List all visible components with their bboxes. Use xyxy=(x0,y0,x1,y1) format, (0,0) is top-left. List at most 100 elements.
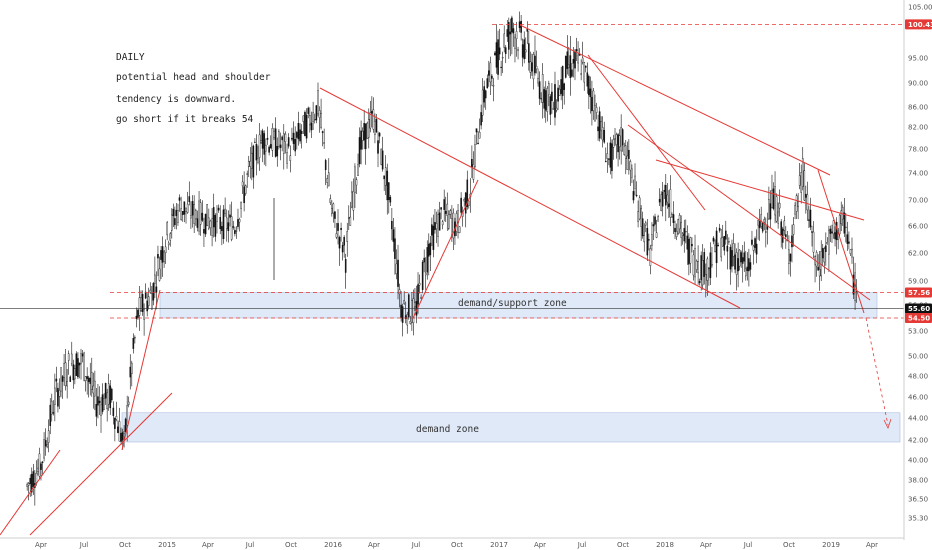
candle xyxy=(758,208,761,241)
candle xyxy=(278,129,280,150)
time-axis[interactable]: Apr Jul Oct 2015 Apr Jul Oct 2016 Apr Jul Oct 2017 A… xyxy=(0,537,904,549)
candle xyxy=(815,250,818,277)
candle xyxy=(86,367,88,395)
candle xyxy=(401,303,404,337)
candle xyxy=(34,469,36,506)
candle xyxy=(738,249,741,271)
candle xyxy=(358,127,361,168)
candle xyxy=(500,60,502,76)
candle xyxy=(548,80,550,107)
candle xyxy=(127,396,130,408)
candle xyxy=(110,387,113,403)
candle xyxy=(471,145,473,179)
candle xyxy=(597,114,599,141)
candle xyxy=(209,219,212,236)
candle xyxy=(69,375,72,382)
candle xyxy=(257,145,259,165)
candle xyxy=(83,351,85,382)
candle xyxy=(735,248,738,291)
candle xyxy=(240,201,242,218)
time-tick-label: Apr xyxy=(534,541,546,549)
candle xyxy=(794,202,796,220)
candle xyxy=(760,206,762,229)
candle xyxy=(406,311,409,334)
candle xyxy=(341,241,344,261)
candle xyxy=(720,228,722,262)
candle xyxy=(43,432,45,462)
candle xyxy=(38,447,41,480)
candle xyxy=(826,237,829,245)
candle xyxy=(589,76,592,114)
candle xyxy=(678,212,681,234)
candle xyxy=(403,291,405,305)
candle xyxy=(641,211,644,239)
demand-zone-label: demand zone xyxy=(416,424,479,435)
candle xyxy=(52,400,55,416)
candle xyxy=(549,94,552,126)
candle xyxy=(557,80,559,111)
candle xyxy=(129,354,132,390)
time-tick-label: Jul xyxy=(411,541,421,549)
candle xyxy=(772,182,775,211)
candle xyxy=(191,195,194,228)
candle xyxy=(703,248,706,285)
candle xyxy=(835,217,838,255)
candle xyxy=(477,130,479,145)
trendline xyxy=(319,87,741,309)
price-tag: 57.56 xyxy=(905,287,932,298)
candle xyxy=(506,19,509,42)
time-tick-label: Apr xyxy=(700,541,712,549)
candle xyxy=(271,123,274,158)
candle xyxy=(117,420,119,434)
candle xyxy=(495,24,498,74)
candle xyxy=(412,289,415,336)
candle xyxy=(494,51,496,56)
candle xyxy=(484,89,487,110)
price-axis[interactable]: 105.00100.0095.0090.0086.0082.0078.0074.… xyxy=(903,0,932,540)
candle xyxy=(520,14,522,41)
candle xyxy=(299,123,301,144)
candle xyxy=(454,217,456,245)
candle xyxy=(37,458,39,476)
candle xyxy=(472,151,475,183)
price-tick-label: 66.00 xyxy=(908,223,928,231)
time-tick-label: Apr xyxy=(35,541,47,549)
price-tick-label: 53.00 xyxy=(908,328,928,336)
candle xyxy=(174,206,176,229)
candle xyxy=(80,348,82,380)
candle xyxy=(438,201,441,231)
price-tick-label: 42.00 xyxy=(908,437,928,445)
candle xyxy=(72,359,75,389)
time-tick-label: Oct xyxy=(451,541,463,549)
annotation-line: go short if it breaks 54 xyxy=(116,114,254,125)
candle xyxy=(266,126,269,145)
candle xyxy=(235,226,238,239)
time-tick-label: Apr xyxy=(202,541,214,549)
candle xyxy=(431,217,433,247)
candle xyxy=(225,209,228,242)
candle xyxy=(428,233,430,276)
candle xyxy=(780,219,783,248)
candle xyxy=(604,147,607,163)
candle xyxy=(238,217,241,232)
projection-arrowhead xyxy=(883,418,892,430)
candle xyxy=(63,354,65,386)
candle xyxy=(551,83,553,114)
candle xyxy=(529,51,532,79)
candle xyxy=(164,239,167,265)
candle xyxy=(201,200,204,222)
candle xyxy=(296,130,298,150)
time-tick-label: Jul xyxy=(743,541,753,549)
candle xyxy=(114,417,116,442)
candle xyxy=(531,53,533,76)
zones-layer xyxy=(121,292,901,443)
price-tick-label: 36.50 xyxy=(908,496,928,504)
candle xyxy=(61,374,64,399)
candle xyxy=(378,131,381,144)
candle xyxy=(481,78,484,123)
candle xyxy=(132,333,135,354)
candle xyxy=(216,205,218,234)
candle xyxy=(326,174,329,189)
candle xyxy=(418,274,421,294)
